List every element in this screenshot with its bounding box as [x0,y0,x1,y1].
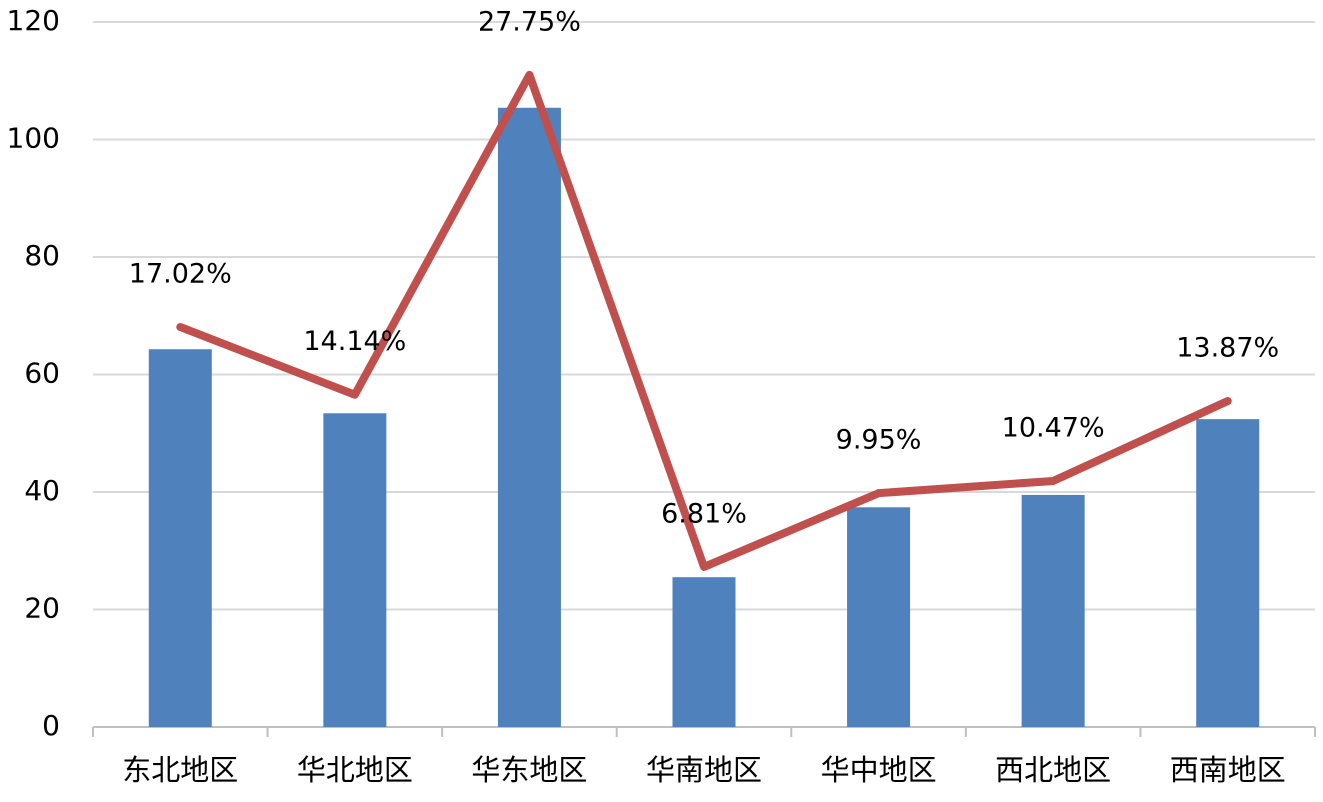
data-label: 27.75% [478,6,581,37]
data-label: 10.47% [1002,412,1105,443]
line [176,70,1232,571]
x-tick-label: 西南地区 [1170,753,1286,787]
data-label: 13.87% [1176,333,1279,364]
x-tick-label: 华南地区 [646,753,762,787]
bar [1196,419,1260,727]
data-label: 6.81% [661,498,747,529]
bar [672,577,736,727]
y-tick-label: 40 [24,474,60,507]
bar [323,413,387,727]
y-tick-label: 60 [24,357,60,390]
x-tick-label: 华东地区 [471,753,587,787]
x-tick-label: 西北地区 [995,753,1111,787]
data-label: 14.14% [303,326,406,357]
bar [148,349,212,727]
y-tick-label: 20 [24,592,60,625]
x-tick-label: 东北地区 [122,753,238,787]
bar [497,107,561,727]
bar [847,507,911,727]
y-tick-label: 120 [7,4,60,37]
y-tick-label: 100 [7,122,60,155]
x-tick-label: 华中地区 [821,753,937,787]
bar [1021,494,1085,727]
y-tick-label: 0 [42,709,60,742]
data-label: 9.95% [836,425,922,456]
x-tick-label: 华北地区 [297,753,413,787]
y-tick-label: 80 [24,239,60,272]
data-label: 17.02% [129,259,232,290]
